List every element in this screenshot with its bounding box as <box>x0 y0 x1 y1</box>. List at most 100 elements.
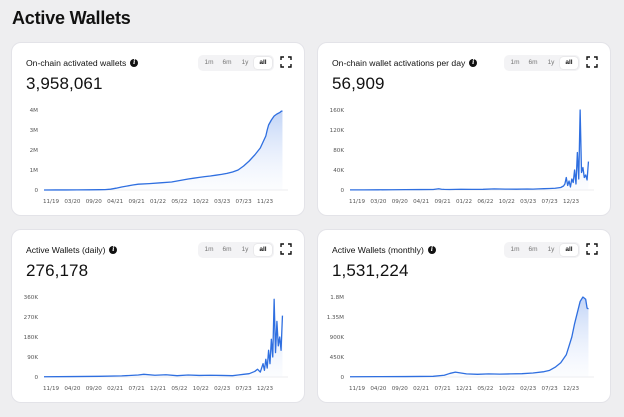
y-tick-label: 450K <box>330 355 345 361</box>
x-tick-label: 02/23 <box>520 386 537 392</box>
x-tick-label: 09/20 <box>392 386 409 392</box>
expand-icon[interactable] <box>279 242 293 256</box>
x-tick-label: 01/22 <box>150 199 166 205</box>
y-tick-label: 180K <box>24 335 39 341</box>
card-value: 56,909 <box>332 74 385 93</box>
card-value: 1,531,224 <box>332 261 409 280</box>
x-tick-label: 03/23 <box>214 199 231 205</box>
y-tick-label: 160K <box>330 108 345 114</box>
time-range-selector: 1m 6m 1y all <box>504 55 580 71</box>
range-button-1y[interactable]: 1y <box>547 59 555 66</box>
info-icon[interactable]: i <box>109 246 118 254</box>
series-area <box>44 299 283 377</box>
y-tick-label: 270K <box>24 315 39 321</box>
y-tick-label: 80K <box>333 148 344 154</box>
x-tick-label: 11/19 <box>43 199 60 205</box>
y-tick-label: 90K <box>27 355 38 361</box>
info-icon[interactable]: i <box>469 59 478 67</box>
range-button-6m[interactable]: 6m <box>528 59 538 66</box>
x-tick-label: 09/21 <box>435 199 452 205</box>
chart-plot: 0 90K 180K 270K 360K 11/19 04/20 09/20 02/21 07/2… <box>24 295 288 392</box>
chart-plot: 0 450K 900K 1.35M 1.8M 11/19 04/20 09/20 02/21 07… <box>327 295 594 392</box>
x-tick-label: 04/21 <box>413 199 430 205</box>
x-tick-label: 07/21 <box>435 386 452 392</box>
time-range-selector: 1m 6m 1y all <box>504 242 580 258</box>
card-value: 3,958,061 <box>26 74 103 93</box>
series-line <box>43 110 283 191</box>
range-button-all[interactable]: all <box>254 244 272 256</box>
page-title: Active Wallets <box>12 8 131 28</box>
range-button-1m[interactable]: 1m <box>510 59 520 66</box>
x-tick-label: 09/21 <box>129 199 146 205</box>
x-tick-label: 07/23 <box>236 386 253 392</box>
x-tick-label: 11/19 <box>349 199 366 205</box>
x-tick-label: 05/22 <box>477 386 493 392</box>
card-title-text: Active Wallets (daily) <box>26 245 106 255</box>
x-tick-label: 04/20 <box>370 386 387 392</box>
card-title: On-chain activated wallets i <box>26 58 139 68</box>
range-button-1m[interactable]: 1m <box>204 59 214 66</box>
x-tick-label: 11/19 <box>349 386 366 392</box>
y-tick-label: 0 <box>340 188 344 194</box>
series-line <box>43 298 284 378</box>
x-tick-label: 09/20 <box>86 199 103 205</box>
x-tick-label: 03/20 <box>64 199 81 205</box>
x-tick-label: 04/20 <box>64 386 81 392</box>
series-area <box>44 110 283 190</box>
card-title-text: On-chain activated wallets <box>26 58 127 68</box>
x-tick-label: 01/22 <box>456 199 472 205</box>
y-tick-label: 4M <box>30 108 39 114</box>
range-button-6m[interactable]: 6m <box>528 246 538 253</box>
range-button-1m[interactable]: 1m <box>204 246 214 253</box>
series-line <box>349 109 590 191</box>
range-button-all[interactable]: all <box>560 57 578 69</box>
x-tick-label: 07/23 <box>236 199 253 205</box>
x-tick-label: 07/21 <box>129 386 146 392</box>
y-tick-label: 3M <box>30 128 39 134</box>
x-tick-label: 12/23 <box>563 386 580 392</box>
y-tick-label: 2M <box>30 148 39 154</box>
x-tick-label: 02/21 <box>413 386 430 392</box>
x-tick-label: 10/22 <box>193 386 209 392</box>
y-tick-label: 1.8M <box>330 295 344 301</box>
info-icon[interactable]: i <box>427 246 436 254</box>
x-tick-label: 10/22 <box>193 199 209 205</box>
expand-icon[interactable] <box>279 55 293 69</box>
x-tick-label: 07/23 <box>542 386 559 392</box>
x-tick-label: 05/22 <box>171 386 187 392</box>
y-tick-label: 0 <box>34 375 38 381</box>
range-button-1y[interactable]: 1y <box>241 246 249 253</box>
y-tick-label: 0 <box>34 188 38 194</box>
range-button-all[interactable]: all <box>254 57 272 69</box>
x-tick-label: 11/23 <box>257 199 274 205</box>
chart-card: 0 450K 900K 1.35M 1.8M 11/19 04/20 09/20 02/21 07… <box>317 229 611 403</box>
chart-card: 0 40K 80K 120K 160K 11/19 03/20 09/20 04/21 09/21… <box>317 42 611 216</box>
chart-plot: 0 40K 80K 120K 160K 11/19 03/20 09/20 04/21 09/21… <box>330 108 594 205</box>
range-button-all[interactable]: all <box>560 244 578 256</box>
x-tick-label: 12/21 <box>150 386 167 392</box>
y-tick-label: 1M <box>30 168 39 174</box>
x-tick-label: 12/23 <box>257 386 274 392</box>
x-tick-label: 06/22 <box>477 199 493 205</box>
range-button-1y[interactable]: 1y <box>241 59 249 66</box>
x-tick-label: 10/22 <box>499 386 515 392</box>
range-button-1m[interactable]: 1m <box>510 246 520 253</box>
range-button-6m[interactable]: 6m <box>222 246 232 253</box>
chart-card: 0 1M 2M 3M 4M 11/19 03/20 09/20 04/21 09/21 01/22 0… <box>11 42 305 216</box>
x-tick-label: 02/21 <box>107 386 124 392</box>
range-button-1y[interactable]: 1y <box>547 246 555 253</box>
expand-icon[interactable] <box>585 55 599 69</box>
info-icon[interactable]: i <box>130 59 139 67</box>
range-button-6m[interactable]: 6m <box>222 59 232 66</box>
series-line <box>349 296 589 378</box>
card-value: 276,178 <box>26 261 89 280</box>
card-title: Active Wallets (monthly) i <box>332 245 436 255</box>
chart-card: 0 90K 180K 270K 360K 11/19 04/20 09/20 02/21 07/2… <box>11 229 305 403</box>
expand-icon[interactable] <box>585 242 599 256</box>
x-tick-label: 10/22 <box>499 199 515 205</box>
time-range-selector: 1m 6m 1y all <box>198 55 274 71</box>
card-title: Active Wallets (daily) i <box>26 245 118 255</box>
x-tick-label: 03/23 <box>520 199 537 205</box>
x-tick-label: 09/20 <box>392 199 409 205</box>
card-title: On-chain wallet activations per day i <box>332 58 478 68</box>
